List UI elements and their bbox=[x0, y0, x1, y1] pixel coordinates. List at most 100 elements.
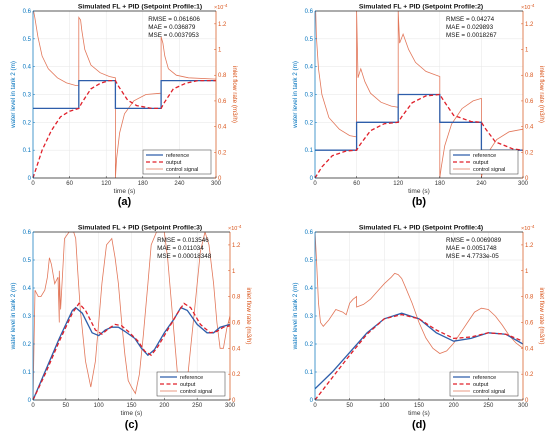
y-right-tick-label: 0.4 bbox=[525, 125, 534, 131]
y-right-tick-label: 1.2 bbox=[218, 22, 227, 28]
series-reference bbox=[33, 79, 216, 110]
y-right-tick-label: 1.2 bbox=[525, 22, 534, 28]
y-right-tick-label: 0.6 bbox=[525, 320, 534, 326]
y-right-tick-label: 0.4 bbox=[232, 346, 241, 352]
chart-title: Simulated FL + PID (Setpoint Profile:3) bbox=[78, 225, 202, 232]
x-tick-label: 60 bbox=[66, 181, 73, 187]
panel-b: 0 60 120 180 240 30000.10.20.30.40.50.600.20.… bbox=[292, 3, 545, 208]
y-tick-label: 0.3 bbox=[23, 314, 32, 320]
y-right-tick-label: 0.8 bbox=[525, 295, 534, 301]
legend-label: reference bbox=[166, 153, 189, 159]
legend-label: control signal bbox=[166, 167, 198, 173]
series-output bbox=[315, 93, 523, 178]
x-tick-label: 0 bbox=[313, 403, 317, 409]
x-tick-label: 300 bbox=[518, 403, 529, 409]
chart-title: Simulated FL + PID (Setpoint Profile:4) bbox=[359, 225, 483, 232]
x-tick-label: 250 bbox=[192, 403, 203, 409]
metric-text: MSE = 0.0018267 bbox=[446, 32, 497, 39]
y-tick-label: 0 bbox=[310, 176, 314, 182]
metric-text: RMSE = 0.061606 bbox=[148, 16, 200, 23]
y-right-tick-label: 0.8 bbox=[525, 73, 534, 79]
legend-label: reference bbox=[473, 375, 496, 381]
grid bbox=[32, 10, 217, 179]
x-axis-label: time (s) bbox=[114, 188, 136, 195]
y-tick-label: 0.6 bbox=[305, 9, 314, 15]
y-right-tick-label: 0.6 bbox=[525, 99, 534, 105]
right-axis-exponent: ×10-4 bbox=[521, 3, 535, 11]
x-tick-label: 150 bbox=[126, 403, 137, 409]
series-output bbox=[315, 313, 523, 400]
x-axis-label: time (s) bbox=[408, 188, 430, 195]
y-tick-label: 0.6 bbox=[23, 9, 32, 15]
metric-text: MAE = 0.0051748 bbox=[446, 245, 497, 252]
x-tick-label: 300 bbox=[211, 181, 222, 187]
legend-label: output bbox=[473, 160, 489, 166]
x-tick-label: 200 bbox=[449, 403, 460, 409]
x-tick-label: 240 bbox=[476, 181, 487, 187]
legend-label: control signal bbox=[473, 167, 505, 173]
metric-text: MAE = 0.011034 bbox=[157, 245, 204, 252]
y-right-axis-label: inlet flow rate (m3/h) bbox=[231, 66, 238, 123]
panel-label: (d) bbox=[412, 419, 426, 431]
panel-d: 0 50 100 150 200 250 30000.10.20.30.40.50.600.… bbox=[292, 224, 545, 431]
y-right-tick-label: 0.2 bbox=[218, 150, 227, 156]
legend-label: output bbox=[166, 160, 182, 166]
panel-a: 0 60 120 180 240 30000.10.20.30.40.50.600.20.… bbox=[10, 3, 238, 208]
right-axis-exponent: ×10-4 bbox=[214, 3, 228, 11]
y-axis-label: water level in tank 2 (m) bbox=[292, 61, 299, 129]
legend-label: reference bbox=[473, 153, 496, 159]
y-right-tick-label: 0.2 bbox=[525, 372, 534, 378]
y-right-axis-label: inlet flow rate (m3/h) bbox=[245, 287, 252, 344]
y-right-axis-label: inlet flow rate (m3/h) bbox=[538, 287, 545, 344]
x-tick-label: 0 bbox=[31, 403, 35, 409]
y-right-tick-label: 0.8 bbox=[232, 295, 241, 301]
x-tick-label: 180 bbox=[435, 181, 446, 187]
x-tick-label: 120 bbox=[101, 181, 112, 187]
y-tick-label: 0.4 bbox=[23, 65, 32, 71]
right-axis-exponent: ×10-4 bbox=[521, 224, 535, 232]
legend-label: reference bbox=[180, 375, 203, 381]
y-right-tick-label: 0.6 bbox=[232, 320, 241, 326]
y-right-tick-label: 0 bbox=[232, 398, 236, 404]
x-tick-label: 300 bbox=[225, 403, 236, 409]
series-control-signal bbox=[33, 232, 230, 400]
panel-label: (a) bbox=[118, 196, 132, 208]
y-tick-label: 0.2 bbox=[305, 120, 314, 126]
x-tick-label: 50 bbox=[346, 403, 353, 409]
y-right-tick-label: 0.4 bbox=[218, 125, 227, 131]
x-axis-label: time (s) bbox=[121, 410, 143, 417]
legend-label: output bbox=[473, 382, 489, 388]
y-axis-label: water level in tank 2 (m) bbox=[10, 61, 17, 129]
y-right-tick-label: 0.4 bbox=[525, 346, 534, 352]
chart-title: Simulated FL + PID (Setpoint Profile:2) bbox=[359, 4, 483, 11]
y-tick-label: 0.5 bbox=[305, 37, 314, 43]
x-tick-label: 150 bbox=[414, 403, 425, 409]
metric-text: MAE = 0.036879 bbox=[148, 24, 196, 31]
panel-c: 0 50 100 150 200 250 30000.10.20.30.40.50.600.… bbox=[10, 224, 252, 431]
series-lines bbox=[33, 11, 216, 178]
chart-title: Simulated FL + PID (Setpoint Profile:1) bbox=[78, 4, 202, 11]
right-axis-exponent: ×10-4 bbox=[228, 224, 242, 232]
y-axis-label: water level in tank 2 (m) bbox=[292, 283, 299, 351]
legend-label: control signal bbox=[473, 389, 505, 395]
y-tick-label: 0.4 bbox=[305, 65, 314, 71]
y-axis-label: water level in tank 2 (m) bbox=[10, 283, 17, 351]
series-reference bbox=[33, 306, 230, 400]
series-control-signal bbox=[315, 11, 523, 178]
y-right-axis-label: inlet flow rate (m3/h) bbox=[538, 66, 545, 123]
x-tick-label: 120 bbox=[393, 181, 404, 187]
y-tick-label: 0.3 bbox=[305, 314, 314, 320]
series-lines bbox=[33, 232, 230, 400]
y-tick-label: 0.1 bbox=[23, 148, 32, 154]
y-tick-label: 0.2 bbox=[305, 342, 314, 348]
y-right-tick-label: 1 bbox=[525, 269, 529, 275]
y-tick-label: 0 bbox=[310, 398, 314, 404]
metric-text: MSE = 0.00018348 bbox=[157, 253, 212, 260]
y-tick-label: 0.5 bbox=[305, 258, 314, 264]
y-right-tick-label: 1 bbox=[525, 48, 529, 54]
series-control-signal bbox=[33, 11, 216, 178]
y-tick-label: 0.6 bbox=[23, 230, 32, 236]
metric-text: RMSE = 0.013546 bbox=[157, 237, 209, 244]
metric-text: RMSE = 0.04274 bbox=[446, 16, 495, 23]
